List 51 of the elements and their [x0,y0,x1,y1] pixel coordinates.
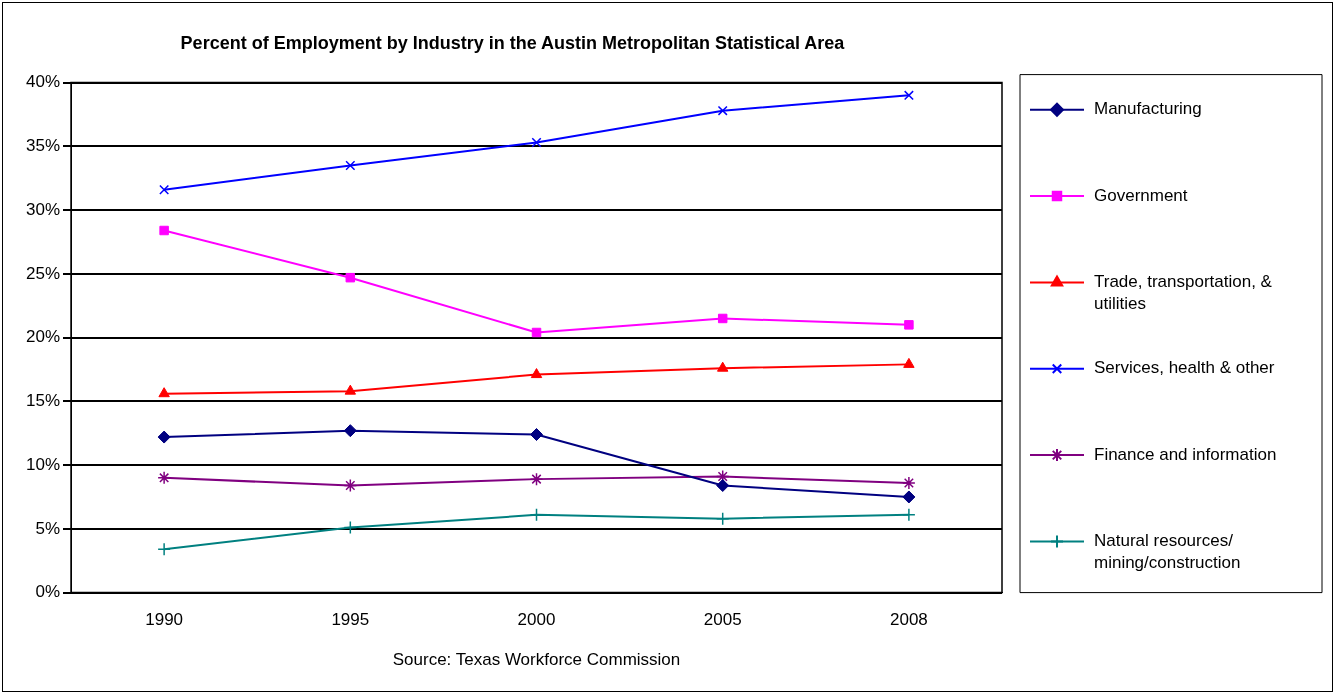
point [530,428,544,441]
y-tick-label: 5% [35,518,61,538]
legend-label: Manufacturing [1094,99,1202,119]
y-tick-label: 20% [25,327,61,347]
point [716,479,730,492]
y-tick-label: 25% [25,263,61,283]
point [343,520,358,535]
x-tick-label: 2005 [703,610,742,630]
point [717,361,729,372]
point [904,320,914,330]
x-tick-label: 2008 [889,610,928,630]
point [531,327,542,338]
point [343,478,358,493]
y-tick-label: 40% [25,72,61,92]
legend-label: Services, health & other [1094,358,1275,378]
legend-label: Natural resources/ mining/construction [1094,531,1241,573]
point [715,469,730,484]
x-tick-label: 1990 [145,610,184,630]
point [159,184,170,195]
point [343,424,357,438]
point [345,272,356,283]
source-note: Source: Texas Workforce Commission [392,650,681,670]
point [158,387,170,398]
y-tick-label: 10% [25,454,61,474]
point [345,160,356,171]
point [902,490,916,504]
point [717,105,728,116]
chart-title: Percent of Employment by Industry in the Austin Metropolitan Statistical Area [180,32,846,53]
point [344,384,357,395]
point [157,471,171,485]
x-tick-label: 1995 [331,610,370,630]
point [531,137,542,148]
point [902,476,916,490]
legend-label: Government [1094,185,1188,205]
y-tick-label: 30% [25,199,61,219]
point [530,368,543,379]
point [903,357,915,368]
legend-label: Trade, transportation, & utilities [1094,272,1273,314]
point [157,430,171,444]
point [717,313,728,324]
point [903,90,914,101]
point [159,225,169,236]
point [529,472,544,486]
point [157,542,171,556]
legend-label: Finance and information [1094,444,1277,464]
point [715,511,730,526]
x-tick-label: 2000 [517,610,556,630]
y-tick-label: 35% [25,136,61,156]
y-tick-label: 0% [35,582,61,602]
y-tick-label: 15% [25,391,61,411]
point [902,508,916,522]
